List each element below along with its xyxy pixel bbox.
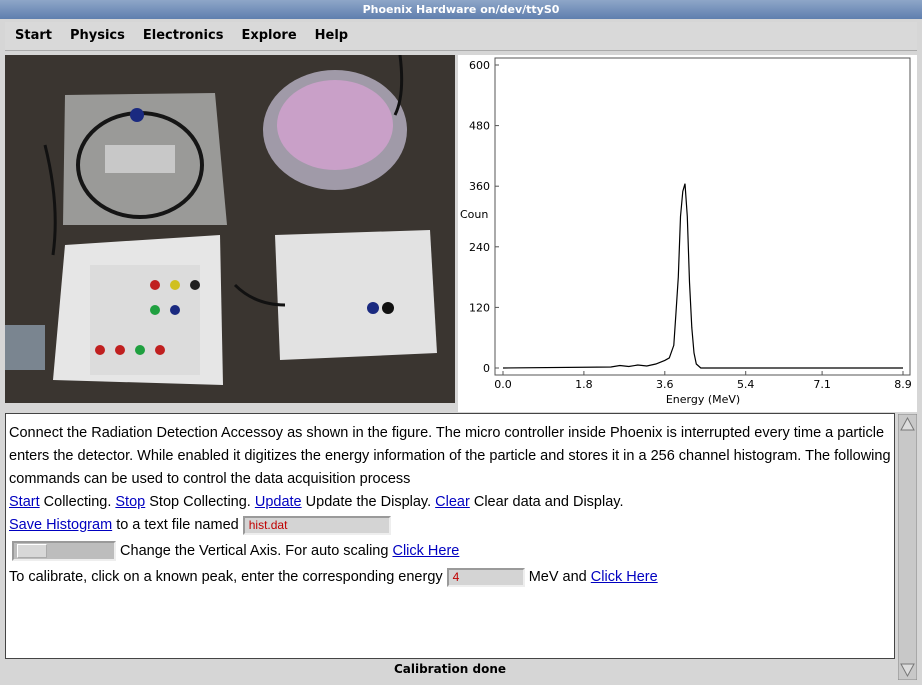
x-axis-label: Energy (MeV) [666,393,740,406]
window-controls[interactable] [900,2,920,18]
text-input[interactable]: 4 [446,567,525,587]
x-tick-label: 8.9 [894,378,912,391]
command-row: Save Histogram to a text file named hist… [9,514,891,537]
menu-item[interactable]: Physics [69,28,125,43]
command-link[interactable]: Clear [435,494,470,510]
command-link[interactable]: Update [254,494,302,510]
title-bar: Phoenix Hardware on/dev/ttyS0 [0,0,922,19]
menu-item[interactable]: Start [15,28,52,43]
command-row: Change the Vertical Axis. For auto scali… [9,540,891,563]
label-text: To calibrate, click on a known peak, ent… [9,569,443,585]
spectrum-line [502,183,903,369]
command-row: To calibrate, click on a known peak, ent… [9,566,891,589]
y-tick-label: 240 [469,241,490,254]
label-text: to a text file named [116,517,239,533]
command-rows: Start Collecting. Stop Stop Collecting. … [9,491,891,589]
command-link[interactable]: Click Here [590,569,658,585]
command-link[interactable]: Click Here [392,543,460,559]
status-bar: Calibration done [5,662,895,676]
x-tick-label: 5.4 [737,378,755,391]
text-input[interactable]: hist.dat [242,515,391,535]
label-text: Collecting. [43,494,112,510]
label-text: Clear data and Display. [473,494,624,510]
x-tick-label: 7.1 [813,378,831,391]
y-tick-label: 120 [469,301,490,314]
y-tick-label: 360 [469,180,490,193]
y-tick-label: 0 [483,362,490,375]
x-tick-label: 0.0 [494,378,512,391]
setup-photo [5,55,455,403]
histogram-chart[interactable]: Coun Energy (MeV) 0 120 240 360 480 600 0.0 1.8… [460,55,915,410]
window-title: Phoenix Hardware on/dev/ttyS0 [362,3,560,16]
y-tick-label: 600 [469,59,490,72]
plot-frame [494,57,911,376]
scrollbar[interactable] [898,414,917,680]
intro-text: Connect the Radiation Detection Accessoy… [9,425,891,487]
info-panel: Connect the Radiation Detection Accessoy… [5,413,895,659]
label-text: Stop Collecting. [149,494,251,510]
command-link[interactable]: Stop [115,494,146,510]
menu-bar: Start Physics Electronics Explore Help [5,22,917,51]
label-text: Change the Vertical Axis. For auto scali… [120,543,389,559]
menu-item[interactable]: Electronics [142,28,224,43]
scale-slider[interactable] [12,541,116,562]
slider-handle[interactable] [17,544,47,559]
label-text: MeV and [528,569,587,585]
status-text: Calibration done [393,662,507,676]
command-link[interactable]: Start [9,494,40,510]
menu-item[interactable]: Help [314,28,349,43]
y-axis-label: Coun [460,208,488,221]
y-tick-label: 480 [469,120,490,133]
x-tick-label: 3.6 [656,378,674,391]
x-tick-label: 1.8 [575,378,593,391]
command-row: Start Collecting. Stop Stop Collecting. … [9,491,891,514]
command-link[interactable]: Save Histogram [9,517,113,533]
menu-item[interactable]: Explore [241,28,297,43]
label-text: Update the Display. [305,494,432,510]
